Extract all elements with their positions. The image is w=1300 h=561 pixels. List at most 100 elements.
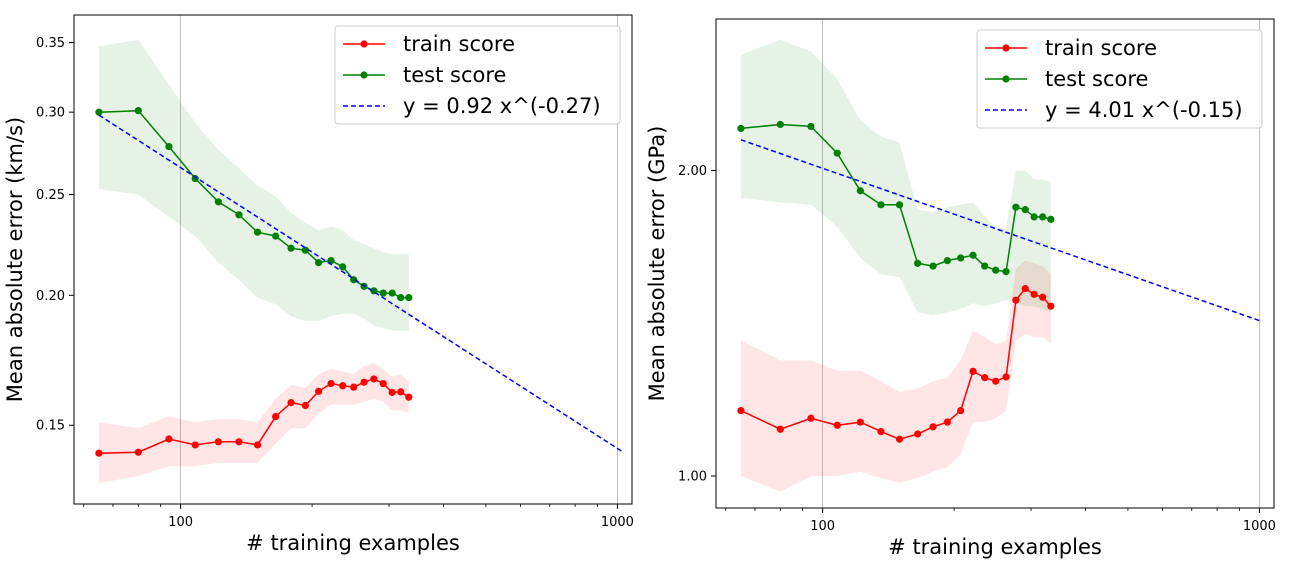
left-chart-point-test-score xyxy=(388,289,396,297)
right-chart-band-test-score xyxy=(740,39,1051,316)
left-chart-point-train-score xyxy=(95,449,103,457)
right-chart-point-test-score xyxy=(981,262,989,270)
left-chart-axes-frame xyxy=(73,14,633,505)
left-chart-point-train-score xyxy=(214,438,222,446)
left-chart-y-axis-label: Mean absolute error (km/s) xyxy=(3,117,27,402)
left-chart-point-test-score xyxy=(235,211,243,219)
left-chart-x-axis-label: # training examples xyxy=(246,531,460,555)
left-chart: 100 1000 0.15 0.20 0.25 0.30 0.35 # training ex… xyxy=(3,14,634,555)
left-chart-y-tick-label: 0.35 xyxy=(36,36,65,51)
right-chart-band-train-score xyxy=(740,260,1051,492)
right-chart-point-test-score xyxy=(776,120,784,129)
left-chart-point-train-score xyxy=(315,387,323,395)
right-chart-point-train-score xyxy=(929,423,937,431)
left-chart-point-test-score xyxy=(379,289,387,297)
left-chart-point-train-score xyxy=(339,382,347,390)
right-chart-point-test-score xyxy=(737,124,745,133)
right-chart-x-tick-label: 100 xyxy=(810,519,835,534)
left-chart-y-tick-label: 0.15 xyxy=(36,419,65,434)
right-chart-legend-label-test-score: test score xyxy=(1045,67,1148,91)
right-chart-point-train-score xyxy=(943,418,951,426)
right-chart-x-axis-label: # training examples xyxy=(888,535,1102,559)
left-chart-y-tick-label: 0.25 xyxy=(36,188,65,203)
right-chart-point-test-score xyxy=(895,201,904,209)
left-chart-point-train-score xyxy=(405,393,413,401)
right-chart-point-train-score xyxy=(807,414,815,422)
left-chart-point-test-score xyxy=(301,246,309,254)
right-chart-point-train-score xyxy=(856,418,864,426)
right-chart-point-test-score xyxy=(1012,203,1020,211)
right-chart-y-axis-label: Mean absolute error (GPa) xyxy=(645,126,669,402)
right-chart-point-train-score xyxy=(737,406,745,415)
left-chart-point-train-score xyxy=(287,399,295,407)
right-chart-point-train-score xyxy=(1021,284,1029,293)
left-chart-point-train-score xyxy=(327,379,335,388)
right-chart-y-tick-label: 2.00 xyxy=(678,164,707,179)
left-chart-point-test-score xyxy=(214,198,222,206)
right-chart-fit-line xyxy=(740,139,1263,323)
left-chart-point-test-score xyxy=(134,107,142,115)
right-chart: 100 1000 1.00 2.00 # training examples Mean a… xyxy=(645,18,1276,559)
left-chart-point-train-score xyxy=(370,375,378,383)
right-chart-point-test-score xyxy=(1021,206,1029,214)
left-chart-point-test-score xyxy=(339,263,347,271)
right-chart-point-test-score xyxy=(1030,213,1038,221)
right-chart-point-test-score xyxy=(929,262,937,270)
right-chart-point-test-score xyxy=(957,254,965,262)
left-chart-legend-label-test-score: test score xyxy=(403,63,506,87)
right-chart-point-train-score xyxy=(981,374,989,382)
right-chart-point-train-score xyxy=(877,427,885,436)
left-chart-x-tick-label: 1000 xyxy=(601,515,634,530)
left-chart-point-train-score xyxy=(350,383,358,391)
right-chart-legend-label-y-4-01-x-0-15: y = 4.01 x^(-0.15) xyxy=(1045,98,1243,122)
right-chart-plot-area xyxy=(737,39,1263,492)
right-chart-legend-marker-train-score xyxy=(1002,44,1010,52)
right-chart-point-train-score xyxy=(914,430,922,438)
left-chart-point-train-score xyxy=(253,441,262,449)
left-chart-point-train-score xyxy=(388,388,396,397)
left-chart-point-test-score xyxy=(405,293,413,302)
left-chart-point-test-score xyxy=(191,174,199,183)
left-chart-point-train-score xyxy=(301,401,309,410)
left-chart-point-test-score xyxy=(397,293,405,302)
right-chart-point-train-score xyxy=(969,367,977,375)
left-chart-plot-area xyxy=(95,40,624,483)
right-chart-point-test-score xyxy=(969,251,977,259)
right-chart-legend-marker-test-score xyxy=(1002,75,1010,83)
right-chart-point-train-score xyxy=(1039,293,1047,301)
right-chart-point-train-score xyxy=(1047,302,1055,310)
left-chart-point-train-score xyxy=(272,412,280,421)
right-chart-legend-box xyxy=(976,29,1263,129)
right-chart-y-tick-label: 1.00 xyxy=(678,470,707,485)
left-chart-band-train-score xyxy=(98,363,409,483)
right-chart-legend-label-train-score: train score xyxy=(1045,36,1157,60)
left-chart-legend-marker-test-score xyxy=(360,71,368,79)
left-chart-point-test-score xyxy=(272,232,280,240)
right-chart-point-train-score xyxy=(833,421,841,429)
left-chart-point-train-score xyxy=(134,448,142,456)
right-chart-point-train-score xyxy=(957,406,965,415)
right-chart-x-tick-label: 1000 xyxy=(1243,519,1276,534)
left-chart-y-tick-label: 0.20 xyxy=(36,289,65,304)
right-chart-axes-frame xyxy=(715,18,1275,509)
left-chart-point-train-score xyxy=(191,441,199,449)
right-chart-point-test-score xyxy=(992,266,1000,274)
left-chart-point-test-score xyxy=(95,108,103,116)
right-chart-point-train-score xyxy=(992,377,1000,385)
left-chart-legend: train score test score y = 0.92 x^(-0.27) xyxy=(334,25,621,125)
right-chart-point-test-score xyxy=(1002,267,1010,276)
right-chart-point-train-score xyxy=(895,435,904,443)
left-chart-point-test-score xyxy=(165,142,173,151)
right-chart-point-train-score xyxy=(1012,296,1020,304)
right-chart-point-test-score xyxy=(833,149,841,157)
left-chart-point-train-score xyxy=(379,379,387,388)
right-chart-point-test-score xyxy=(856,187,864,195)
left-chart-point-train-score xyxy=(165,435,173,443)
left-chart-x-tick-label: 100 xyxy=(168,515,193,530)
right-chart-point-test-score xyxy=(1039,213,1047,221)
left-chart-legend-box xyxy=(334,25,621,125)
right-chart-point-test-score xyxy=(877,201,885,209)
right-chart-point-test-score xyxy=(807,122,815,131)
left-chart-point-test-score xyxy=(315,259,323,267)
left-chart-point-train-score xyxy=(397,388,405,396)
